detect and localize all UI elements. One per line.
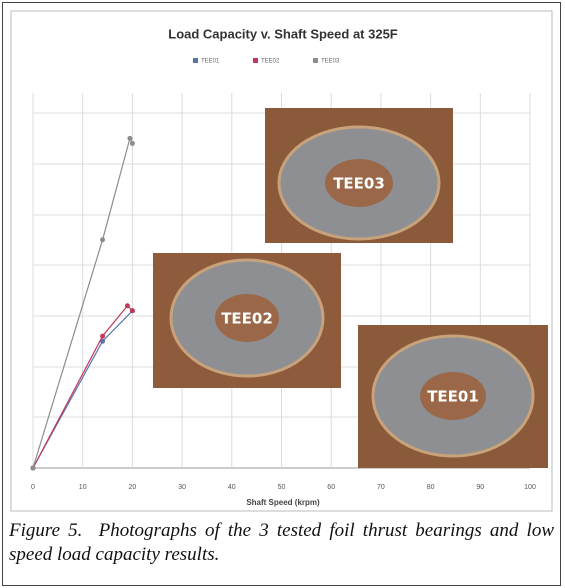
- legend-label: TEE02: [261, 59, 280, 65]
- series-line: [32, 136, 133, 469]
- data-point: [127, 135, 133, 141]
- data-point: [100, 338, 106, 344]
- chart: Load Capacity v. Shaft Speed at 325F Sha…: [10, 10, 553, 512]
- caption: Figure 5. Photographs of the 3 tested fo…: [9, 520, 559, 565]
- data-point: [100, 237, 106, 243]
- x-axis-title: Shaft Speed (krpm): [246, 498, 320, 507]
- photo-label: TEE01: [427, 388, 479, 406]
- data-point: [30, 465, 36, 471]
- legend-label: TEE01: [201, 59, 220, 65]
- x-tick-label: 70: [377, 484, 385, 491]
- data-point: [100, 333, 106, 339]
- x-tick-label: 100: [524, 484, 536, 491]
- legend-label: TEE03: [321, 59, 340, 65]
- photo-label: TEE02: [221, 310, 273, 328]
- x-tick-label: 60: [327, 484, 335, 491]
- x-tick-label: 40: [228, 484, 236, 491]
- series-line: [32, 304, 133, 469]
- x-tick-label: 50: [278, 484, 286, 491]
- photo: TEE02: [153, 253, 341, 388]
- photo-label: TEE03: [333, 175, 385, 193]
- chart-title: Load Capacity v. Shaft Speed at 325F: [168, 26, 398, 41]
- x-tick-label: 80: [427, 484, 435, 491]
- legend-swatch: [313, 58, 318, 63]
- legend-swatch: [253, 58, 258, 63]
- photo: TEE01: [358, 325, 548, 468]
- x-tick-label: 0: [31, 484, 35, 491]
- data-point: [129, 308, 135, 314]
- x-tick-label: 10: [79, 484, 87, 491]
- data-point: [124, 303, 130, 309]
- x-tick-label: 30: [178, 484, 186, 491]
- legend-swatch: [193, 58, 198, 63]
- data-point: [129, 140, 135, 146]
- x-tick-label: 90: [476, 484, 484, 491]
- x-tick-label: 20: [129, 484, 137, 491]
- photo: TEE03: [265, 108, 453, 243]
